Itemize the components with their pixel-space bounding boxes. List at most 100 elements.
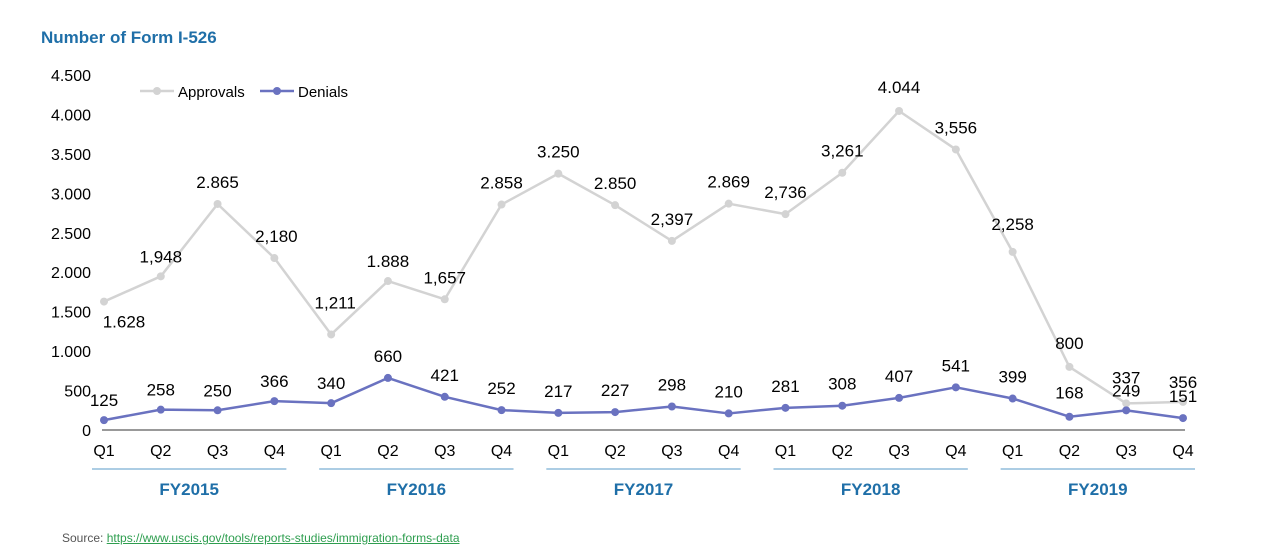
data-label-approvals: 2,736: [764, 183, 807, 202]
data-point-approvals: [497, 200, 506, 209]
data-label-denials: 298: [658, 375, 686, 394]
x-tick-label: Q1: [93, 443, 114, 460]
source-prefix: Source:: [62, 531, 107, 545]
data-point-approvals: [951, 145, 960, 154]
data-label-approvals: 337: [1112, 368, 1140, 387]
data-point-denials: [100, 416, 108, 425]
data-point-denials: [213, 406, 222, 415]
data-label-approvals: 2.850: [594, 174, 637, 193]
data-label-denials: 399: [998, 368, 1026, 387]
data-point-approvals: [781, 210, 790, 219]
data-label-denials: 168: [1055, 384, 1083, 403]
data-point-denials: [554, 408, 563, 417]
data-point-approvals: [724, 199, 733, 208]
data-label-denials: 660: [374, 347, 402, 366]
data-label-approvals: 1,211: [315, 293, 356, 312]
y-tick-label: 1.500: [51, 305, 91, 322]
data-label-denials: 366: [260, 372, 288, 391]
data-point-approvals: [1008, 247, 1017, 256]
x-tick-label: Q4: [945, 443, 966, 460]
x-tick-label: Q1: [775, 443, 796, 460]
data-point-approvals: [895, 106, 904, 115]
data-point-denials: [895, 393, 904, 402]
data-point-approvals: [156, 272, 165, 281]
data-label-approvals: 1,948: [140, 247, 183, 266]
y-tick-label: 4.000: [51, 107, 91, 124]
data-point-approvals: [383, 277, 392, 286]
data-point-approvals: [611, 201, 620, 210]
y-tick-label: 4.500: [51, 68, 91, 85]
y-tick-label: 3.500: [51, 147, 91, 164]
data-label-denials: 210: [714, 382, 742, 401]
data-label-denials: 541: [942, 356, 970, 375]
data-label-approvals: 1.628: [103, 313, 146, 332]
x-tick-label: Q2: [604, 443, 625, 460]
data-label-denials: 252: [487, 379, 515, 398]
x-tick-label: Q3: [434, 443, 455, 460]
data-label-approvals: 2,397: [651, 210, 694, 229]
data-point-denials: [1065, 412, 1074, 421]
legend-marker-denials: [273, 87, 281, 95]
data-point-denials: [1179, 414, 1187, 423]
data-point-approvals: [1179, 397, 1187, 406]
group-label: FY2018: [841, 480, 901, 499]
data-point-denials: [1122, 406, 1131, 415]
data-label-denials: 125: [90, 391, 118, 410]
x-tick-label: Q4: [1172, 443, 1193, 460]
x-tick-label: Q1: [1002, 443, 1023, 460]
data-point-denials: [156, 405, 165, 414]
data-point-approvals: [667, 236, 676, 245]
x-tick-label: Q2: [832, 443, 853, 460]
legend-label-approvals: Approvals: [178, 84, 245, 101]
data-point-approvals: [1122, 399, 1131, 408]
data-label-approvals: 3,261: [821, 142, 864, 161]
x-tick-label: Q3: [207, 443, 228, 460]
data-point-denials: [951, 383, 960, 392]
group-label: FY2015: [159, 480, 219, 499]
data-point-denials: [611, 408, 620, 417]
data-label-denials: 281: [771, 377, 799, 396]
data-label-approvals: 2,180: [255, 227, 298, 246]
series-line-denials: [103, 376, 1184, 422]
y-tick-label: 0: [82, 423, 91, 440]
x-tick-label: Q4: [718, 443, 739, 460]
data-point-denials: [383, 373, 392, 382]
data-label-denials: 421: [431, 366, 459, 385]
data-point-denials: [781, 403, 790, 412]
source-note: Source: https://www.uscis.gov/tools/repo…: [62, 531, 460, 545]
data-point-denials: [270, 397, 279, 406]
data-point-approvals: [440, 295, 449, 304]
data-label-approvals: 2.858: [480, 174, 523, 193]
data-point-denials: [838, 401, 847, 410]
x-tick-label: Q1: [320, 443, 341, 460]
data-point-denials: [724, 409, 733, 418]
data-label-approvals: 356: [1169, 373, 1197, 392]
data-label-approvals: 2.865: [196, 173, 239, 192]
y-tick-label: 2.000: [51, 265, 91, 282]
data-label-denials: 258: [147, 381, 175, 400]
data-point-denials: [327, 399, 336, 408]
group-label: FY2019: [1068, 480, 1128, 499]
data-label-approvals: 1.888: [367, 252, 410, 271]
y-tick-label: 2.500: [51, 226, 91, 243]
data-point-approvals: [213, 199, 222, 208]
data-label-denials: 250: [203, 381, 231, 400]
data-label-denials: 249: [1112, 381, 1140, 400]
data-point-approvals: [838, 168, 847, 177]
data-point-approvals: [270, 254, 279, 263]
data-label-approvals: 2.869: [707, 173, 750, 192]
data-point-denials: [440, 392, 449, 401]
x-tick-label: Q2: [377, 443, 398, 460]
data-label-denials: 340: [317, 374, 345, 393]
x-tick-label: Q3: [661, 443, 682, 460]
data-label-approvals: 800: [1055, 334, 1083, 353]
y-tick-label: 3.000: [51, 186, 91, 203]
data-point-denials: [497, 406, 506, 415]
source-link[interactable]: https://www.uscis.gov/tools/reports-stud…: [106, 531, 460, 545]
group-label: FY2016: [387, 480, 447, 499]
legend-label-denials: Denials: [298, 84, 348, 101]
data-label-denials: 308: [828, 375, 856, 394]
legend-marker-approvals: [153, 87, 161, 95]
x-tick-label: Q4: [264, 443, 285, 460]
